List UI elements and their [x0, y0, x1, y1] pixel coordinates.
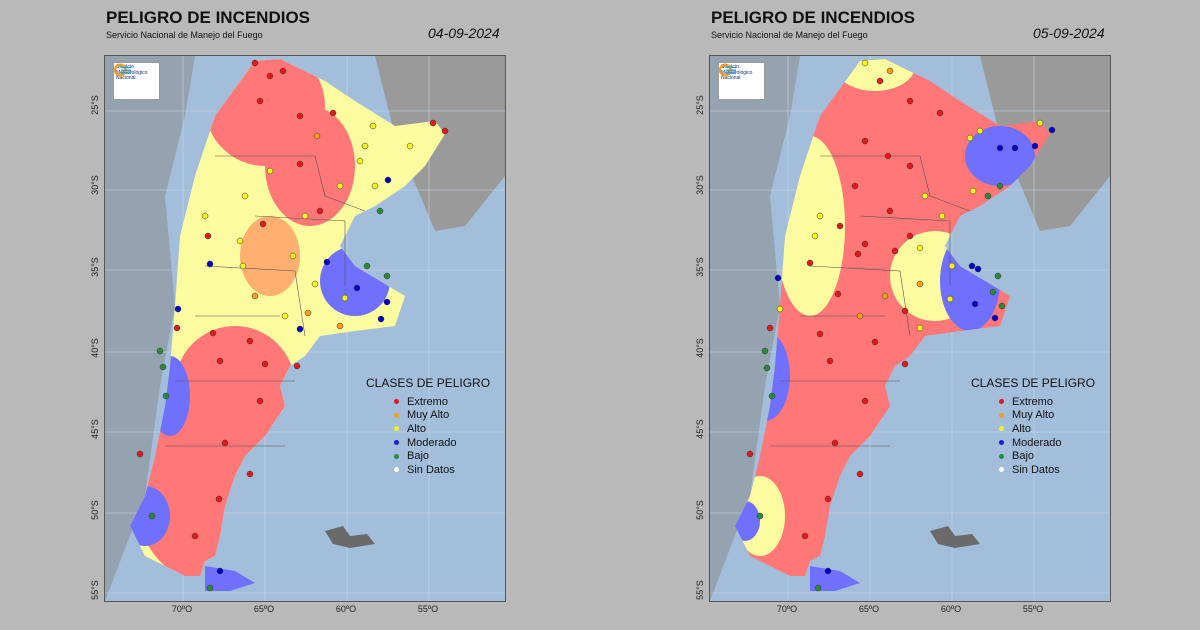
lon-label: 65ºO — [858, 604, 880, 614]
legend-label: Moderado — [407, 436, 457, 449]
legend-dot — [999, 426, 1004, 432]
legend-dot — [999, 453, 1004, 459]
lat-label: 55°S — [90, 580, 100, 600]
lon-label: 60ºO — [940, 604, 962, 614]
lat-label: 40°S — [90, 338, 100, 358]
lon-label: 60ºO — [335, 604, 357, 614]
map-subtitle: Servicio Nacional de Manejo del Fuego — [106, 30, 263, 40]
legend-item: Sin Datos — [394, 463, 496, 477]
lon-label: 70ºO — [776, 604, 798, 614]
legend-label: Bajo — [407, 450, 430, 463]
legend-label: Alto — [1012, 422, 1031, 435]
legend-dot — [394, 399, 399, 405]
legend-dot — [999, 412, 1004, 418]
smn-logo-icon — [114, 63, 132, 77]
legend-dot — [394, 467, 399, 473]
map-plot: Servicio Meteorológico Nacional — [709, 55, 1111, 602]
map-subtitle: Servicio Nacional de Manejo del Fuego — [711, 30, 868, 40]
argentina-map — [710, 56, 1110, 601]
legend-item: Bajo — [999, 449, 1101, 463]
lat-label: 35°S — [90, 257, 100, 277]
lat-label: 45°S — [90, 419, 100, 439]
smn-logo-icon — [719, 63, 737, 77]
argentina-map — [105, 56, 505, 601]
legend-item: Extremo — [999, 395, 1101, 409]
map-date: 05-09-2024 — [1033, 25, 1105, 41]
legend-item: Sin Datos — [999, 463, 1101, 477]
legend-label: Extremo — [407, 395, 448, 408]
lat-label: 25°S — [90, 95, 100, 115]
legend-item: Extremo — [394, 395, 496, 409]
lon-label: 70ºO — [171, 604, 193, 614]
smn-logo: Servicio Meteorológico Nacional — [113, 62, 160, 100]
stations-right — [746, 59, 1056, 592]
lon-label: 55ºO — [417, 604, 439, 614]
lat-label: 40°S — [695, 338, 705, 358]
legend-dot — [999, 467, 1004, 473]
legend-dot — [394, 412, 399, 418]
legend-label: Sin Datos — [407, 463, 455, 476]
lat-label: 50°S — [90, 500, 100, 520]
map-plot: Servicio Meteorológico Nacional — [104, 55, 506, 602]
lat-label: 25°S — [695, 95, 705, 115]
legend: CLASES DE PELIGRO Extremo Muy Alto Alto … — [971, 376, 1101, 477]
legend-label: Bajo — [1012, 450, 1035, 463]
legend-label: Alto — [407, 422, 426, 435]
smn-logo: Servicio Meteorológico Nacional — [718, 62, 765, 100]
lat-label: 35°S — [695, 257, 705, 277]
legend-dot — [394, 426, 399, 432]
lon-label: 55ºO — [1022, 604, 1044, 614]
legend-item: Muy Alto — [394, 409, 496, 423]
legend-item: Alto — [394, 422, 496, 436]
legend-item: Bajo — [394, 449, 496, 463]
stations-left — [136, 59, 449, 592]
legend-dot — [394, 453, 399, 459]
legend-item: Alto — [999, 422, 1101, 436]
legend-item: Moderado — [394, 436, 496, 450]
legend-label: Moderado — [1012, 436, 1062, 449]
lat-label: 30°S — [90, 175, 100, 195]
map-title: PELIGRO DE INCENDIOS — [106, 8, 311, 27]
legend-dot — [999, 399, 1004, 405]
legend-item: Moderado — [999, 436, 1101, 450]
legend-title: CLASES DE PELIGRO — [971, 376, 1096, 390]
legend: CLASES DE PELIGRO Extremo Muy Alto Alto … — [366, 376, 496, 477]
lat-label: 30°S — [695, 175, 705, 195]
map-panel-left: PELIGRO DE INCENDIOS Servicio Nacional d… — [90, 8, 506, 614]
legend-title: CLASES DE PELIGRO — [366, 376, 491, 390]
legend-item: Muy Alto — [999, 409, 1101, 423]
legend-dot — [999, 440, 1004, 446]
lat-label: 55°S — [695, 580, 705, 600]
map-date: 04-09-2024 — [428, 25, 500, 41]
lat-label: 50°S — [695, 500, 705, 520]
lon-label: 65ºO — [253, 604, 275, 614]
map-panel-right: PELIGRO DE INCENDIOS Servicio Nacional d… — [605, 0, 1200, 630]
legend-label: Muy Alto — [407, 409, 450, 422]
legend-label: Extremo — [1012, 395, 1053, 408]
map-title: PELIGRO DE INCENDIOS — [711, 8, 916, 27]
legend-dot — [394, 440, 399, 446]
legend-label: Sin Datos — [1012, 463, 1060, 476]
legend-label: Muy Alto — [1012, 409, 1055, 422]
lat-label: 45°S — [695, 419, 705, 439]
